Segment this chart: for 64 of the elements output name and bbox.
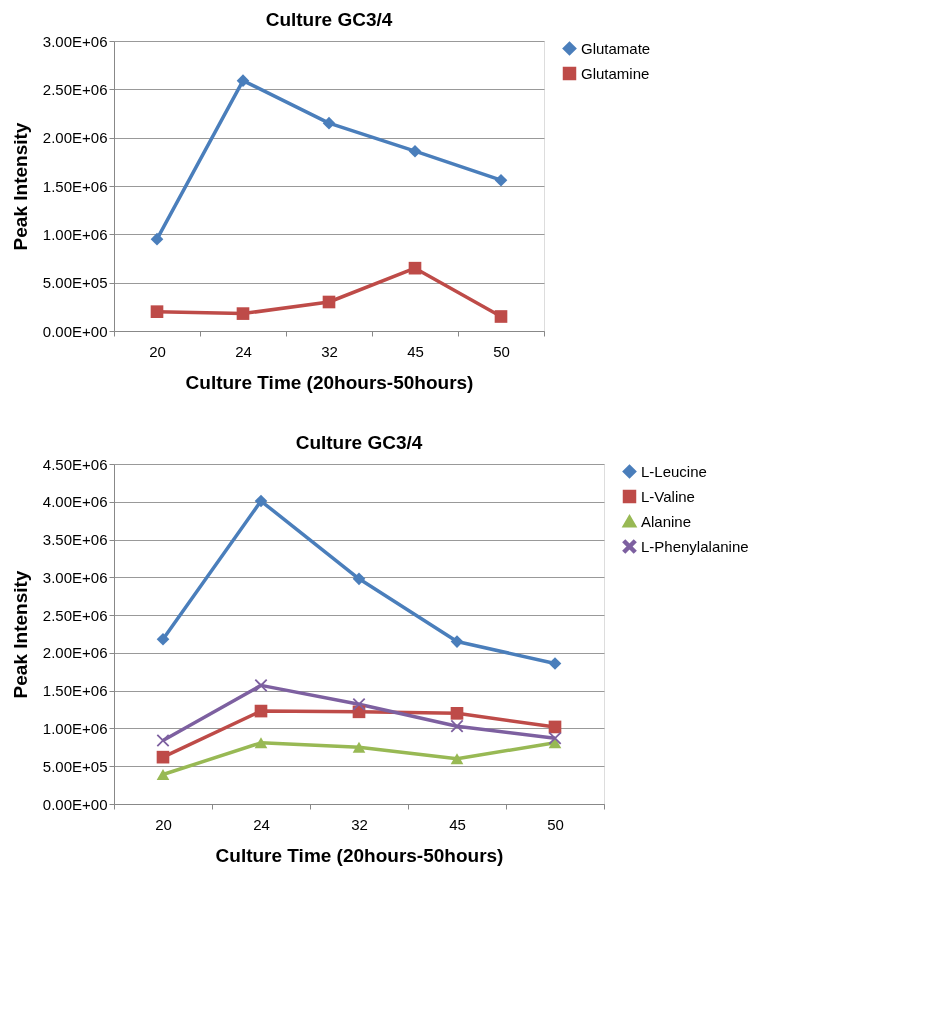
point (408, 261, 422, 275)
point (254, 737, 268, 749)
point (254, 494, 268, 508)
legend-label: L-Leucine (641, 462, 707, 480)
point (548, 731, 562, 745)
x-tick-label: 24 (235, 342, 252, 360)
point (450, 635, 464, 648)
y-tick-label: 4.00E+06 (42, 493, 108, 511)
x-tick-label: 45 (449, 815, 466, 833)
y-tick-label: 0.00E+00 (42, 795, 108, 813)
y-tick-label: 2.00E+06 (42, 129, 108, 147)
y-tick-label: 3.00E+06 (42, 32, 108, 50)
y-tick-label: 5.00E+05 (42, 757, 108, 775)
chart-title: Culture GC3/4 (295, 432, 423, 453)
point (494, 173, 508, 187)
point (156, 750, 170, 764)
point (352, 572, 366, 586)
x-tick-label: 32 (321, 342, 338, 360)
y-tick-label: 2.50E+06 (42, 80, 108, 98)
point (450, 753, 464, 765)
y-tick-label: 5.00E+05 (42, 274, 108, 292)
point (352, 697, 366, 711)
x-tick-label: 50 (493, 342, 510, 360)
legend-label: Glutamine (581, 64, 650, 82)
y-tick-label: 1.00E+06 (42, 225, 108, 243)
point (352, 741, 366, 753)
y-tick-label: 0.00E+00 (42, 322, 108, 340)
point (156, 632, 170, 646)
x-tick-label: 32 (351, 815, 368, 833)
point (450, 707, 464, 720)
x-axis-title: Culture Time (20hours-50hours) (185, 371, 474, 393)
point (548, 657, 562, 670)
point (150, 232, 164, 246)
y-tick-label: 3.00E+06 (42, 568, 108, 586)
y-axis-title: Peak Intensity (9, 122, 31, 251)
y-tick-label: 2.50E+06 (42, 606, 108, 624)
point (236, 307, 250, 320)
y-tick-label: 4.50E+06 (42, 455, 108, 473)
legend-label: L-Valine (641, 487, 695, 505)
legend-label: Glutamate (581, 39, 651, 57)
y-tick-label: 1.00E+06 (42, 719, 108, 737)
x-tick-label: 45 (407, 342, 424, 360)
point (236, 74, 250, 87)
point (254, 704, 268, 718)
point (408, 144, 422, 158)
y-tick-label: 2.00E+06 (42, 644, 108, 662)
legend-label: Alanine (641, 512, 692, 530)
x-tick-label: 50 (547, 815, 564, 833)
y-tick-label: 3.50E+06 (42, 531, 108, 549)
x-tick-label: 20 (149, 342, 166, 360)
point (450, 719, 464, 733)
x-axis-title: Culture Time (20hours-50hours) (215, 844, 504, 866)
point (322, 116, 336, 130)
chart-title: Culture GC3/4 (265, 9, 393, 30)
y-tick-label: 1.50E+06 (42, 177, 108, 195)
x-tick-label: 24 (253, 815, 270, 833)
point (150, 305, 164, 318)
legend-label: L-Phenylalanine (641, 537, 749, 555)
y-tick-label: 1.50E+06 (42, 682, 108, 700)
y-axis-title: Peak Intensity (9, 570, 31, 699)
point (494, 310, 508, 323)
x-tick-label: 20 (155, 815, 172, 833)
point (156, 769, 170, 781)
point (322, 295, 336, 309)
